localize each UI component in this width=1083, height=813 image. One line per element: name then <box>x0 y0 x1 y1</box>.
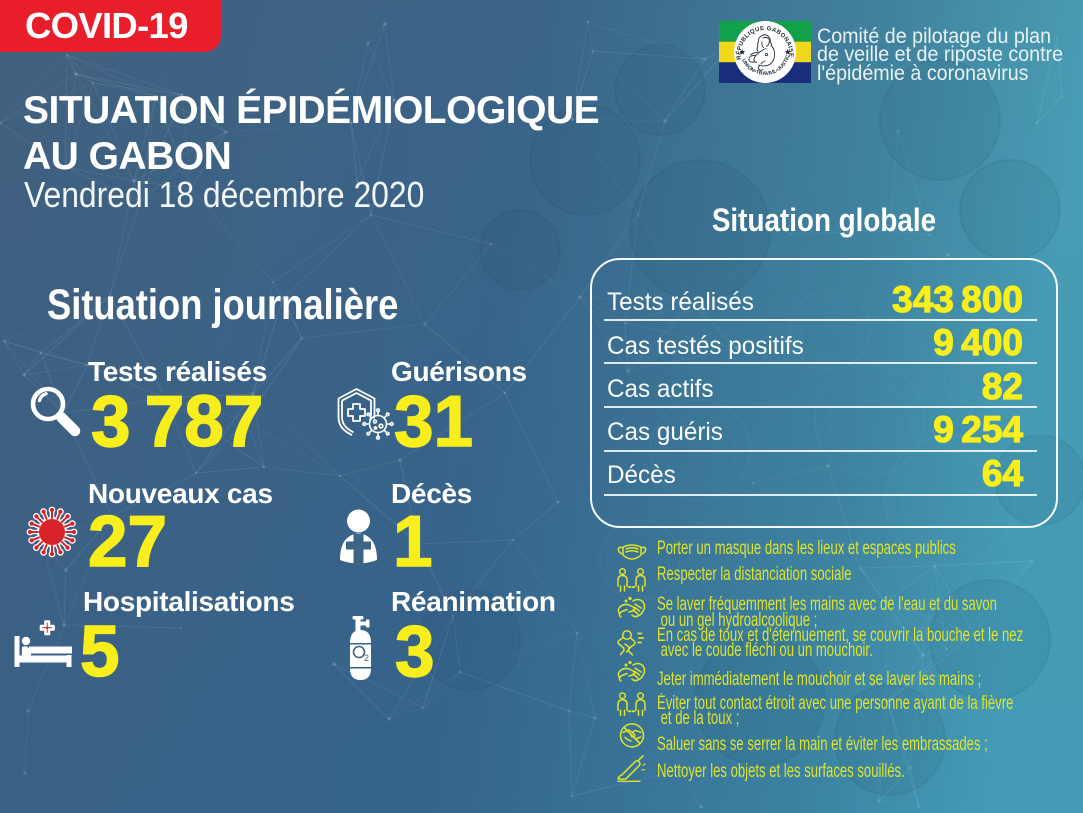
svg-text:2: 2 <box>364 653 369 663</box>
